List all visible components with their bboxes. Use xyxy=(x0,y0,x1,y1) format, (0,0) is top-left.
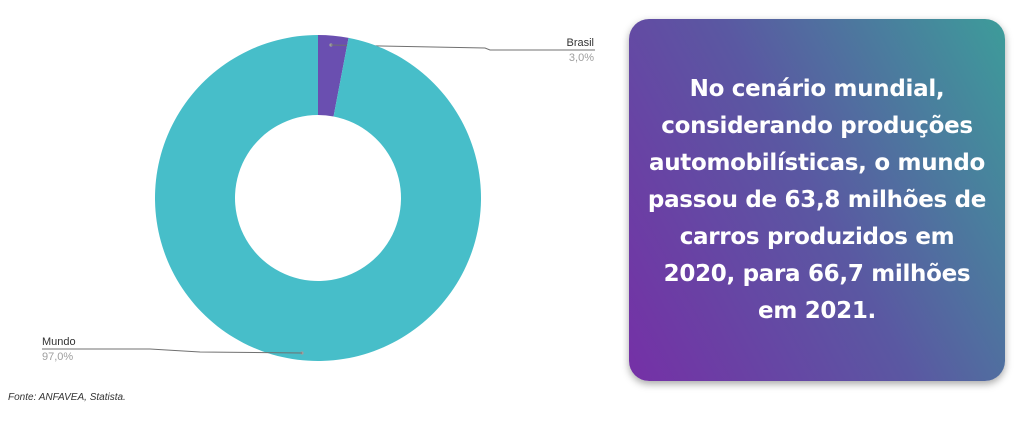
leader-line-brasil xyxy=(330,44,595,51)
slice-brasil xyxy=(318,35,349,117)
slice-label-brasil: Brasil xyxy=(566,37,594,49)
slice-mundo xyxy=(155,35,482,362)
info-card-text: No cenário mundial, considerando produçõ… xyxy=(647,75,987,324)
slice-value-brasil: 3,0% xyxy=(569,52,594,64)
info-card: No cenário mundial, considerando produçõ… xyxy=(629,19,1005,381)
slice-label-mundo: Mundo xyxy=(42,336,76,348)
donut-chart: Brasil 3,0% Mundo 97,0% xyxy=(42,35,595,363)
source-note: Fonte: ANFAVEA, Statista. xyxy=(8,392,126,403)
slice-value-mundo: 97,0% xyxy=(42,351,73,363)
leader-line-mundo xyxy=(42,348,303,354)
